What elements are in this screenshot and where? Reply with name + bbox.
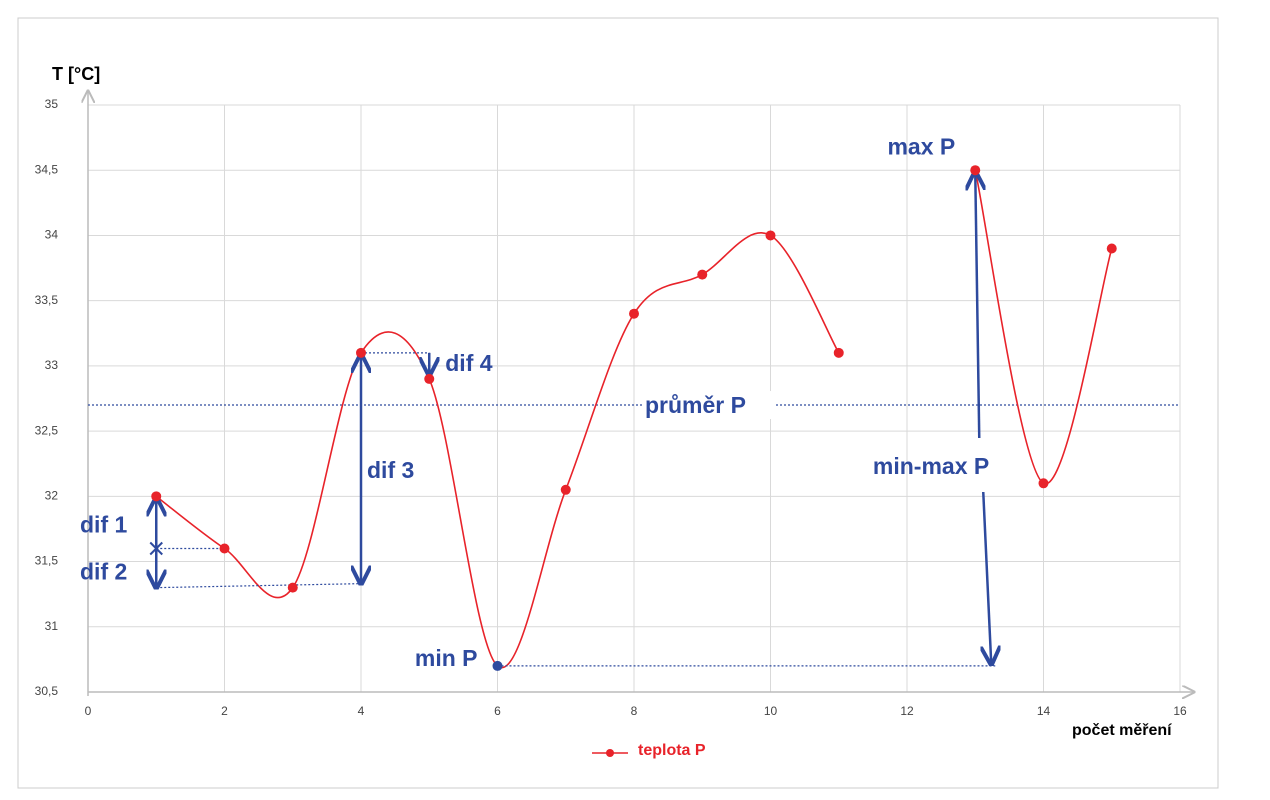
data-point xyxy=(287,582,298,593)
x-tick-label: 14 xyxy=(1037,704,1051,718)
y-axis-label: T [°C] xyxy=(52,64,100,84)
data-point xyxy=(765,230,776,241)
annotation-label: dif 4 xyxy=(445,350,492,376)
mean-label: průměr P xyxy=(645,392,746,418)
y-tick-label: 31 xyxy=(45,619,59,633)
x-tick-label: 10 xyxy=(764,704,778,718)
annotation-label: dif 3 xyxy=(367,457,414,483)
y-tick-label: 33 xyxy=(45,358,59,372)
x-tick-label: 16 xyxy=(1173,704,1187,718)
data-point xyxy=(1106,243,1117,254)
annotation-label: max P xyxy=(887,133,955,159)
x-axis-label: počet měření xyxy=(1072,722,1172,739)
annotation-label: min-max P xyxy=(873,453,989,479)
legend-label: teplota P xyxy=(638,742,706,759)
x-tick-label: 8 xyxy=(631,704,638,718)
data-point xyxy=(424,373,435,384)
data-point xyxy=(629,308,639,319)
y-tick-label: 32,5 xyxy=(35,423,59,437)
annotation-label: dif 1 xyxy=(80,512,127,538)
y-tick-label: 31,5 xyxy=(35,554,59,568)
data-point xyxy=(697,269,708,280)
data-point xyxy=(560,484,571,495)
annotation-arrow xyxy=(975,172,979,439)
y-tick-label: 32 xyxy=(45,489,59,503)
x-tick-label: 4 xyxy=(358,704,365,718)
data-point xyxy=(833,347,844,358)
annotation-cross xyxy=(149,541,163,556)
x-tick-label: 0 xyxy=(85,704,92,718)
data-point xyxy=(1038,478,1049,489)
annotation-label: min P xyxy=(415,645,478,671)
data-point xyxy=(492,660,503,671)
data-point xyxy=(219,543,230,554)
data-point xyxy=(356,347,366,358)
x-tick-label: 6 xyxy=(494,704,501,718)
annotation-label: dif 2 xyxy=(80,559,127,585)
y-tick-label: 35 xyxy=(45,97,59,111)
data-point xyxy=(970,165,981,176)
annotation-arrow xyxy=(983,491,991,664)
y-tick-label: 33,5 xyxy=(35,293,59,307)
label-bg xyxy=(642,391,774,420)
y-tick-label: 34 xyxy=(45,228,59,242)
y-tick-label: 30,5 xyxy=(35,684,59,698)
frame xyxy=(17,17,1219,789)
y-tick-label: 34,5 xyxy=(35,162,59,176)
x-tick-label: 2 xyxy=(221,704,228,718)
data-point xyxy=(151,491,162,502)
x-tick-label: 12 xyxy=(900,704,914,718)
legend-marker xyxy=(606,749,614,757)
